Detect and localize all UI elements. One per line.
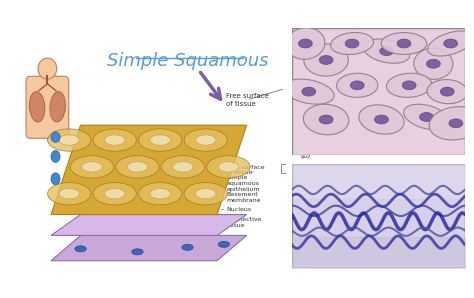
FancyBboxPatch shape	[26, 76, 69, 138]
Ellipse shape	[51, 150, 60, 162]
Ellipse shape	[38, 58, 57, 79]
Ellipse shape	[51, 132, 60, 142]
Text: Free surface
of tissue: Free surface of tissue	[227, 93, 269, 107]
Ellipse shape	[70, 156, 114, 178]
Ellipse shape	[380, 47, 393, 55]
Ellipse shape	[59, 189, 80, 199]
Text: (c): (c)	[300, 238, 310, 247]
Ellipse shape	[283, 79, 334, 104]
Ellipse shape	[286, 28, 325, 59]
Text: (b): (b)	[300, 150, 311, 160]
Ellipse shape	[50, 91, 65, 122]
Ellipse shape	[182, 244, 193, 250]
Text: Free surface
of tissue: Free surface of tissue	[227, 164, 265, 176]
Text: CHAPTER 5: CHAPTER 5	[324, 45, 372, 54]
Ellipse shape	[82, 162, 102, 172]
Text: (a): (a)	[87, 173, 98, 183]
Ellipse shape	[195, 189, 216, 199]
Ellipse shape	[397, 39, 411, 48]
Ellipse shape	[429, 107, 474, 140]
Ellipse shape	[104, 135, 125, 145]
Text: |: |	[351, 45, 354, 54]
Ellipse shape	[184, 182, 228, 205]
Ellipse shape	[138, 129, 182, 151]
Ellipse shape	[302, 87, 316, 96]
Ellipse shape	[116, 156, 159, 178]
Text: Connective
tissue: Connective tissue	[227, 217, 262, 228]
Ellipse shape	[319, 115, 333, 124]
Ellipse shape	[404, 104, 449, 130]
Ellipse shape	[104, 189, 125, 199]
Text: Tissues: Tissues	[355, 45, 383, 54]
Ellipse shape	[440, 87, 454, 96]
Ellipse shape	[127, 162, 148, 172]
Ellipse shape	[337, 73, 378, 97]
Ellipse shape	[218, 162, 239, 172]
Ellipse shape	[51, 173, 60, 185]
Ellipse shape	[386, 73, 432, 97]
Ellipse shape	[132, 249, 143, 255]
Text: Simple Squamous: Simple Squamous	[107, 52, 269, 70]
Ellipse shape	[303, 104, 349, 135]
Ellipse shape	[319, 55, 333, 64]
Ellipse shape	[427, 80, 467, 104]
Ellipse shape	[444, 39, 457, 48]
Ellipse shape	[161, 156, 205, 178]
Ellipse shape	[47, 182, 91, 205]
Ellipse shape	[374, 115, 388, 124]
Ellipse shape	[330, 32, 374, 55]
Polygon shape	[51, 125, 246, 215]
Ellipse shape	[93, 129, 137, 151]
Text: 107: 107	[378, 45, 410, 60]
Ellipse shape	[207, 156, 250, 178]
FancyBboxPatch shape	[379, 33, 430, 66]
Ellipse shape	[304, 44, 348, 76]
Ellipse shape	[93, 182, 137, 205]
Ellipse shape	[59, 135, 80, 145]
Ellipse shape	[195, 135, 216, 145]
Polygon shape	[51, 235, 246, 261]
Ellipse shape	[449, 119, 463, 128]
Ellipse shape	[350, 81, 364, 90]
Ellipse shape	[359, 105, 404, 134]
Ellipse shape	[184, 129, 228, 151]
Ellipse shape	[402, 81, 416, 90]
Text: Simple
aquamous
epithelium: Simple aquamous epithelium	[227, 176, 260, 192]
Ellipse shape	[299, 39, 312, 48]
Ellipse shape	[419, 113, 433, 121]
Ellipse shape	[75, 246, 86, 252]
Ellipse shape	[150, 189, 171, 199]
Ellipse shape	[428, 31, 474, 56]
Ellipse shape	[173, 162, 193, 172]
Ellipse shape	[29, 91, 45, 122]
Text: Nucleus: Nucleus	[227, 207, 252, 212]
Ellipse shape	[364, 39, 410, 63]
Ellipse shape	[427, 59, 440, 68]
Ellipse shape	[150, 135, 171, 145]
Ellipse shape	[138, 182, 182, 205]
Ellipse shape	[345, 39, 359, 48]
Ellipse shape	[381, 32, 427, 55]
Text: Basement
membrane: Basement membrane	[227, 192, 261, 203]
Polygon shape	[51, 215, 246, 235]
Ellipse shape	[218, 241, 229, 247]
Ellipse shape	[414, 48, 453, 79]
Ellipse shape	[47, 129, 91, 151]
Text: Nucleus: Nucleus	[140, 132, 168, 138]
